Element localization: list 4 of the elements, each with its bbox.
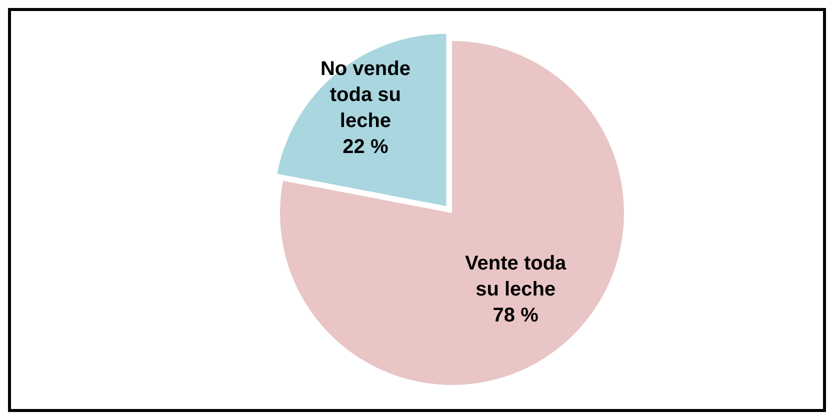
data-label: 78 % — [492, 304, 539, 326]
slice-label: Vente toda su leche — [465, 252, 568, 300]
slice-label: No vende toda su leche — [320, 58, 410, 132]
data-label: 22 % — [342, 136, 388, 158]
